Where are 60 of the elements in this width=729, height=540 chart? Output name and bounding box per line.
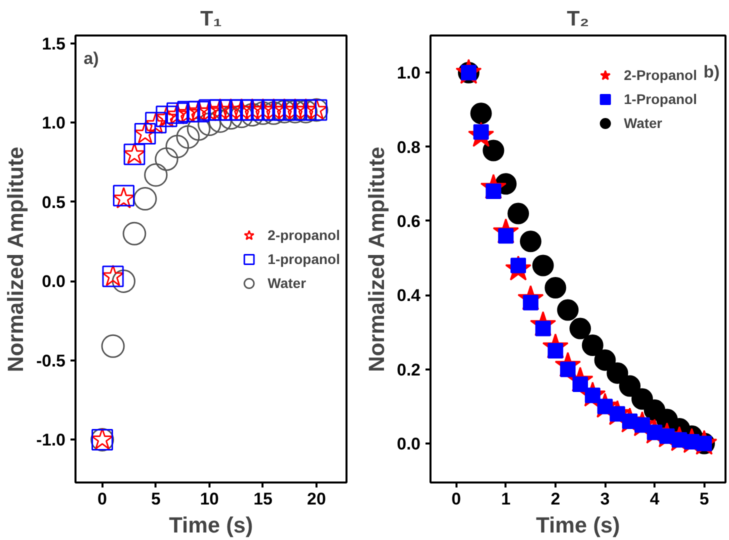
y-tick-label: 0.0 [396, 434, 421, 454]
y-tick-label: 0.0 [42, 272, 66, 292]
y-tick-label: 0.6 [396, 212, 421, 231]
x-tick-label: 15 [253, 490, 272, 508]
y-tick-label: 1.5 [42, 34, 66, 54]
legend-label: 1-Propanol [624, 91, 697, 107]
x-tick-label: 0 [452, 490, 462, 508]
legend-label: Water [268, 274, 306, 290]
point [520, 230, 542, 252]
point [176, 125, 200, 149]
point [186, 117, 210, 141]
point [144, 163, 168, 187]
y-tick-label: 0.2 [396, 360, 421, 380]
point [198, 112, 222, 136]
y-tick-label: 0.5 [42, 192, 66, 212]
point [569, 318, 591, 340]
x-tick-label: 5 [699, 490, 709, 508]
point [101, 334, 125, 358]
x-tick-label: 20 [307, 490, 326, 508]
y-tick-label: -1.0 [36, 430, 66, 450]
annotation: b) [704, 62, 720, 82]
x-tick-label: 3 [600, 490, 610, 508]
legend-label: 1-propanol [268, 250, 340, 266]
x-axis-title: Time (s) [536, 512, 620, 538]
x-tick-label: 5 [151, 490, 161, 508]
point [122, 222, 146, 246]
y-tick-label: 1.0 [396, 64, 421, 83]
point [112, 269, 136, 293]
point [133, 187, 157, 210]
point [166, 134, 190, 158]
y-axis-title: Normalized Amplitute [364, 146, 389, 372]
legend-label: 2-Propanol [624, 67, 697, 83]
x-axis-title: Time (s) [169, 512, 253, 538]
x-tick-label: 10 [200, 490, 219, 508]
point [208, 109, 232, 133]
x-tick-label: 2 [550, 490, 560, 508]
point [154, 147, 178, 171]
y-tick-label: 1.0 [42, 114, 66, 133]
point [482, 140, 504, 162]
point [470, 102, 492, 124]
point [619, 375, 641, 397]
chart-title: T₂ [566, 8, 590, 30]
point [544, 277, 566, 298]
chart-title: T₁ [200, 8, 222, 30]
x-tick-label: 1 [501, 490, 511, 508]
y-tick-label: 0.4 [396, 286, 422, 306]
y-axis-title: Normalized Amplitute [3, 146, 28, 372]
point [508, 202, 530, 224]
annotation: a) [84, 48, 99, 68]
legend-label: Water [624, 115, 662, 131]
y-tick-label: 0.8 [396, 138, 421, 157]
x-tick-label: 0 [98, 490, 108, 508]
y-tick-label: -0.5 [36, 351, 66, 370]
point [582, 334, 604, 356]
point [606, 362, 628, 384]
legend-label: 2-propanol [268, 226, 340, 242]
point [557, 299, 579, 321]
point [594, 349, 616, 371]
x-tick-label: 4 [650, 490, 660, 508]
point [532, 254, 554, 276]
